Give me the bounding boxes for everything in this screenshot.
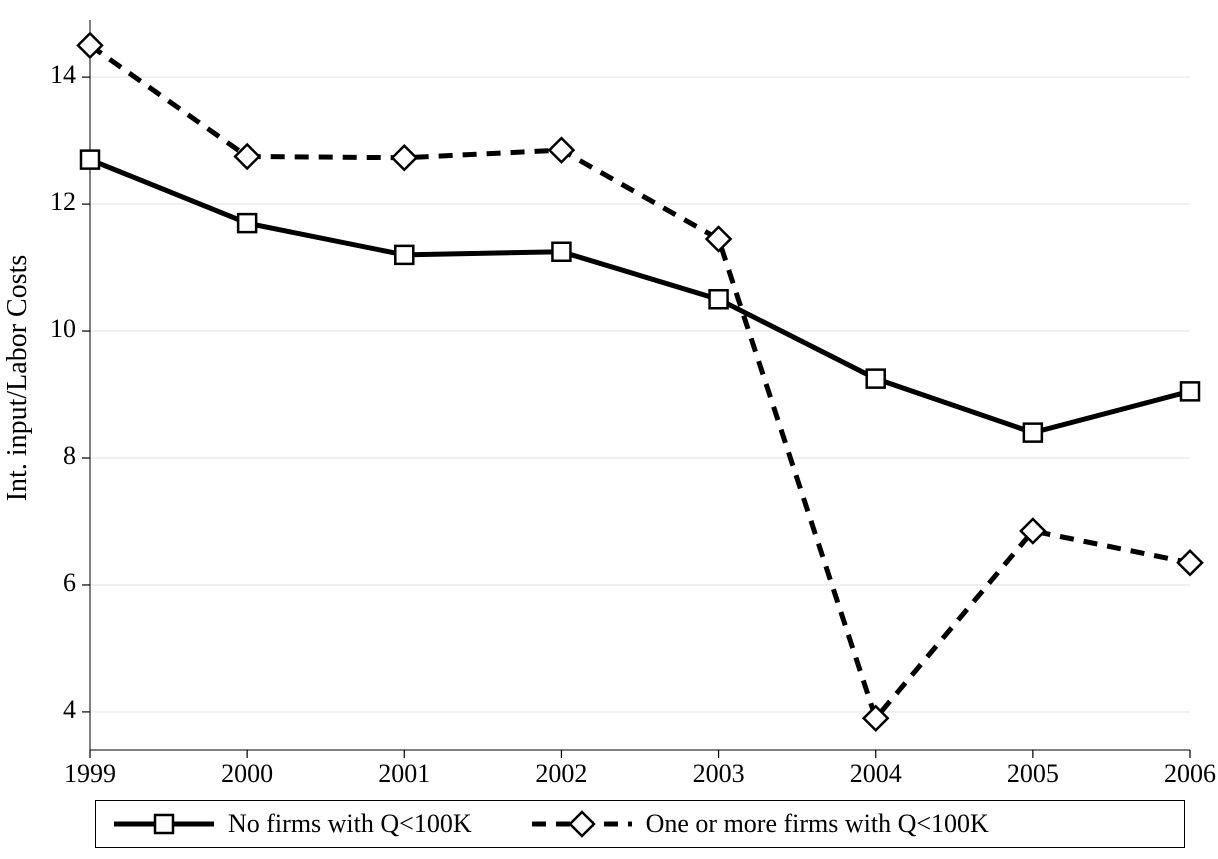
- y-tick-label: 6: [63, 568, 76, 597]
- x-tick-label: 2003: [693, 759, 745, 788]
- series-marker-no_firms: [552, 243, 570, 261]
- series-marker-no_firms: [867, 370, 885, 388]
- legend: No firms with Q<100K One or more firms wi…: [95, 800, 1185, 848]
- x-tick-label: 2001: [378, 759, 430, 788]
- legend-label: No firms with Q<100K: [228, 809, 472, 839]
- legend-item-no_firms: No firms with Q<100K: [114, 809, 472, 839]
- x-tick-label: 2000: [221, 759, 273, 788]
- y-tick-label: 14: [50, 60, 76, 89]
- y-tick-label: 8: [63, 441, 76, 470]
- series-marker-one_plus: [707, 227, 731, 251]
- series-marker-no_firms: [1024, 424, 1042, 442]
- legend-label: One or more firms with Q<100K: [646, 809, 989, 839]
- series-marker-no_firms: [81, 151, 99, 169]
- x-tick-label: 1999: [64, 759, 116, 788]
- series-line-one_plus: [90, 45, 1190, 718]
- series-marker-no_firms: [1181, 382, 1199, 400]
- y-tick-label: 4: [63, 695, 76, 724]
- legend-item-one_plus: One or more firms with Q<100K: [532, 809, 989, 839]
- y-axis-title: Int. input/Labor Costs: [2, 255, 34, 502]
- legend-swatch: [532, 809, 632, 839]
- series-marker-one_plus: [392, 146, 416, 170]
- chart-container: Int. input/Labor Costs 4 6 8 10 12 14 1999 2000…: [0, 0, 1218, 859]
- series-marker-one_plus: [549, 138, 573, 162]
- series-line-no_firms: [90, 160, 1190, 433]
- series-marker-no_firms: [395, 246, 413, 264]
- x-tick-label: 2006: [1164, 759, 1216, 788]
- legend-swatch: [114, 809, 214, 839]
- y-tick-label: 10: [50, 314, 76, 343]
- series-marker-no_firms: [238, 214, 256, 232]
- x-tick-label: 2002: [535, 759, 587, 788]
- series-marker-one_plus: [1178, 551, 1202, 575]
- x-tick-label: 2004: [850, 759, 902, 788]
- y-tick-label: 12: [50, 187, 76, 216]
- x-tick-label: 2005: [1007, 759, 1059, 788]
- chart-svg: 4 6 8 10 12 14 1999 2000 2001 2002 2003 2004 2005 200…: [0, 0, 1218, 859]
- series-marker-no_firms: [710, 290, 728, 308]
